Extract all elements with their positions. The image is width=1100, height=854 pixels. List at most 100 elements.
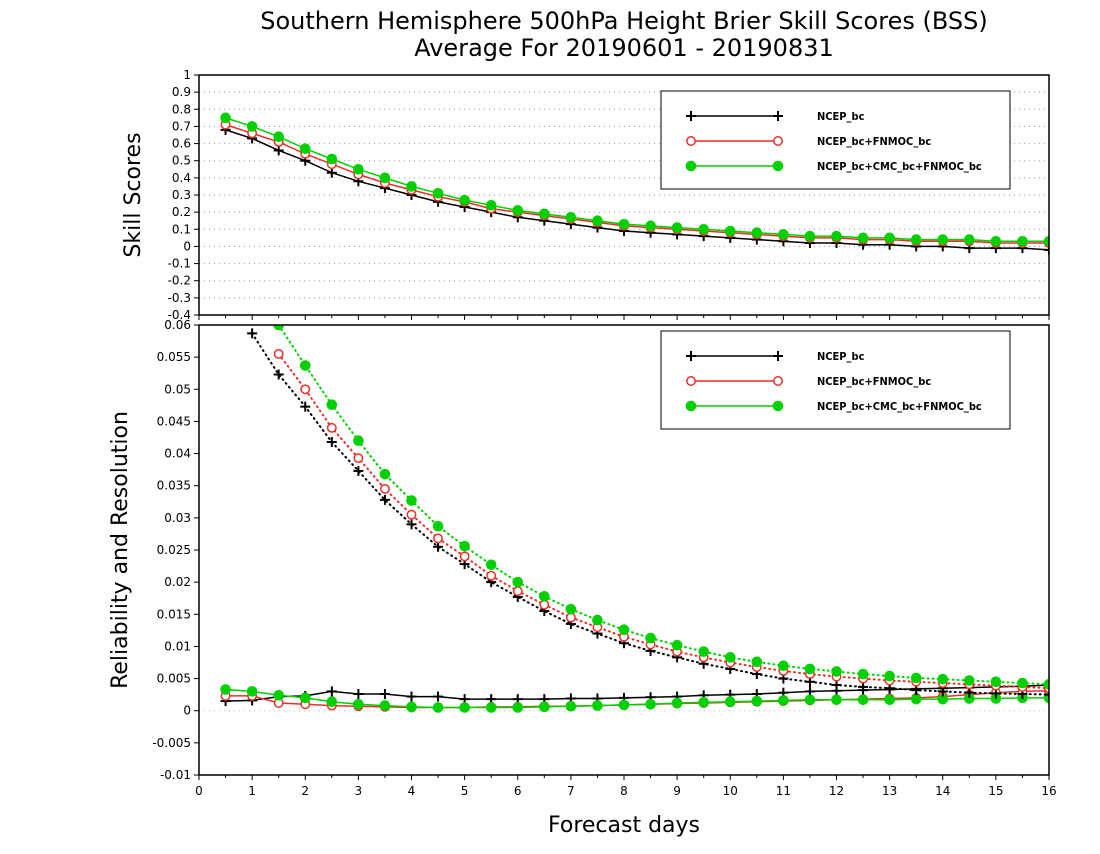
data-point — [565, 612, 576, 623]
data-point — [910, 672, 922, 684]
y-tick-label: 0.045 — [157, 414, 191, 428]
data-point — [353, 163, 364, 175]
data-point — [618, 218, 630, 230]
data-point — [964, 234, 975, 245]
x-tick-label: 13 — [882, 784, 897, 798]
y-tick-label: 0.5 — [172, 154, 191, 168]
x-tick-label: 15 — [988, 784, 1003, 798]
legend-marker-start — [686, 351, 696, 361]
data-point — [565, 700, 577, 712]
series-group-bottom — [220, 325, 1049, 713]
data-point — [326, 399, 338, 411]
series-bottom-resolution-5 — [273, 325, 1049, 690]
data-point — [432, 520, 444, 532]
legend-label: NCEP_bc+FNMOC_bc — [817, 135, 931, 148]
data-point — [884, 670, 895, 682]
x-tick-label: 16 — [1041, 784, 1056, 798]
data-point — [459, 540, 470, 552]
series-bottom-resolution-3 — [247, 328, 1049, 700]
data-point — [724, 696, 736, 708]
legend-marker-end — [773, 376, 783, 386]
data-point — [618, 624, 630, 636]
data-point — [406, 519, 417, 530]
x-tick-label: 10 — [723, 784, 738, 798]
y-tick-label: 0.02 — [164, 575, 191, 589]
data-point — [326, 437, 337, 447]
data-point — [1044, 244, 1049, 255]
x-tick-label: 14 — [935, 784, 950, 798]
y-tick-label: 0.06 — [164, 318, 191, 332]
legend-item: NCEP_bc+CMC_bc+FNMOC_bc — [685, 160, 982, 173]
legend-marker-end — [773, 351, 783, 361]
legend-marker-start — [686, 136, 696, 146]
legend-item: NCEP_bc+CMC_bc+FNMOC_bc — [685, 400, 982, 413]
data-point — [539, 590, 550, 602]
data-point — [406, 691, 417, 702]
data-point — [326, 696, 338, 708]
legend-label: NCEP_bc+CMC_bc+FNMOC_bc — [817, 160, 982, 173]
data-point — [645, 632, 656, 644]
data-point — [804, 663, 816, 675]
data-point — [432, 702, 444, 713]
data-point — [379, 468, 391, 480]
data-point — [433, 541, 444, 552]
series-line — [277, 325, 1049, 686]
data-point — [326, 686, 337, 697]
series-bottom-reliability-0 — [220, 680, 1049, 707]
data-point — [300, 384, 311, 395]
data-point — [273, 131, 284, 143]
data-point — [539, 208, 550, 220]
x-tick-label: 11 — [776, 784, 791, 798]
data-point — [671, 697, 683, 709]
y-tick-label: 0.1 — [172, 222, 191, 236]
series-bottom-reliability-2 — [220, 684, 1049, 713]
data-point — [353, 689, 364, 699]
y-tick-label: 0.015 — [157, 607, 191, 621]
data-point — [379, 700, 391, 711]
data-point — [565, 211, 577, 223]
legend-marker-end — [772, 160, 784, 172]
data-point — [937, 234, 949, 245]
data-point — [433, 691, 444, 702]
data-point — [1044, 689, 1049, 700]
y-tick-label: 0.6 — [172, 137, 191, 151]
data-point — [539, 599, 550, 610]
legend-marker-end — [772, 400, 784, 412]
data-point — [406, 509, 417, 520]
data-point — [671, 222, 683, 233]
x-tick-label: 3 — [355, 784, 363, 798]
data-point — [459, 702, 470, 713]
y-tick-label: -0.01 — [160, 768, 191, 782]
data-point — [299, 692, 311, 704]
y-tick-label: 0 — [183, 239, 191, 253]
data-point — [1017, 677, 1028, 689]
data-point — [937, 673, 949, 685]
data-point — [326, 153, 338, 165]
data-point — [353, 465, 364, 476]
data-point — [645, 698, 656, 710]
data-point — [459, 194, 470, 206]
legend-top: NCEP_bc NCEP_bc+FNMOC_bc NCEP_bc+CMC_bc+FN… — [660, 90, 1011, 190]
x-tick-label: 5 — [461, 784, 469, 798]
y-axis-title: Reliability and Resolution — [108, 411, 133, 689]
data-point — [299, 360, 311, 371]
y-tick-label: -0.4 — [168, 308, 191, 322]
data-point — [565, 603, 577, 615]
x-axis-title: Forecast days — [548, 813, 700, 838]
data-point — [592, 614, 603, 626]
data-point — [990, 235, 1002, 247]
data-point — [486, 570, 497, 581]
data-point — [539, 701, 550, 713]
data-point — [964, 687, 975, 698]
data-point — [645, 220, 656, 232]
data-point — [698, 646, 709, 657]
data-point — [432, 187, 444, 199]
legend-marker-start — [686, 111, 696, 121]
y-tick-label: -0.005 — [152, 736, 191, 750]
y-tick-label: 0.04 — [164, 447, 191, 461]
x-tick-label: 8 — [620, 784, 628, 798]
legend-item: NCEP_bc+FNMOC_bc — [686, 375, 931, 388]
data-point — [937, 686, 948, 697]
